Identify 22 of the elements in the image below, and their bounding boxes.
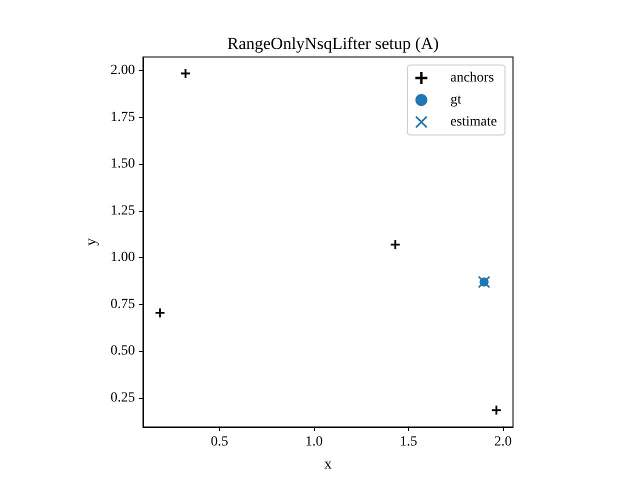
y-tick-label: 2.00 xyxy=(110,63,135,78)
x-tick-label: 2.0 xyxy=(494,434,512,450)
y-tick-label: 1.75 xyxy=(110,110,135,125)
y-axis-title: y xyxy=(84,238,100,246)
x-axis-title: x xyxy=(324,456,332,472)
legend-label: anchors xyxy=(450,70,494,86)
x-tick-label: 0.5 xyxy=(210,434,228,450)
y-tick-label: 0.75 xyxy=(110,296,135,312)
x-tick-label: 1.0 xyxy=(305,434,323,450)
legend-label: estimate xyxy=(450,114,498,130)
x-tick-label: 1.5 xyxy=(400,434,418,450)
point xyxy=(156,308,165,318)
point xyxy=(390,240,400,250)
legend-label: gt xyxy=(450,92,462,108)
point xyxy=(492,406,501,415)
y-tick-label: 0.25 xyxy=(110,390,135,406)
y-tick-label: 1.25 xyxy=(110,203,135,218)
y-tick-label: 0.50 xyxy=(110,344,135,359)
y-tick-label: 1.50 xyxy=(110,156,135,172)
point xyxy=(181,68,190,78)
y-tick-label: 1.00 xyxy=(110,250,135,266)
chart-title: RangeOnlyNsqLifter setup (A) xyxy=(227,34,439,53)
